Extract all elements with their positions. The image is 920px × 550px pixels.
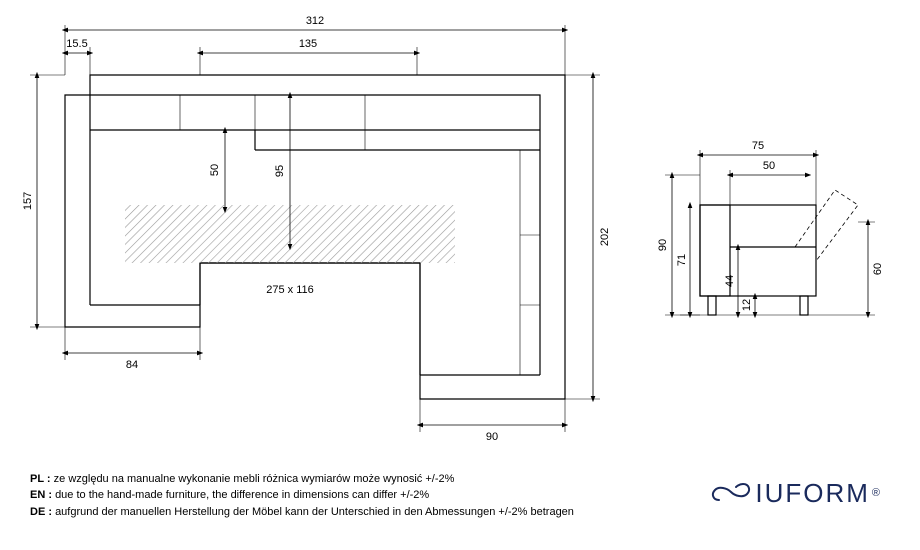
- dim-135: 135: [299, 38, 317, 50]
- dim-84: 84: [126, 359, 138, 371]
- dim-95: 95: [274, 165, 286, 177]
- en-label: EN :: [30, 489, 52, 501]
- dim-60: 60: [872, 263, 884, 275]
- brand-logo: IUFORM ®: [709, 476, 880, 510]
- dim-90: 90: [486, 431, 498, 443]
- footer-notes: PL : ze względu na manualne wykonanie me…: [30, 471, 574, 521]
- dim-71: 71: [676, 254, 688, 266]
- logo-text: IUFORM: [755, 478, 870, 509]
- dim-157: 157: [22, 192, 34, 210]
- dim-312: 312: [306, 15, 324, 27]
- dim-90s: 90: [657, 239, 669, 251]
- plan-view: 275 x 116 312 135 15.5 157 202 84: [22, 15, 611, 443]
- dim-50: 50: [209, 164, 221, 176]
- dim-44: 44: [724, 275, 736, 287]
- dim-75: 75: [752, 140, 764, 152]
- dim-202: 202: [599, 228, 611, 246]
- sleep-area-label: 275 x 116: [266, 284, 314, 296]
- dim-12: 12: [741, 299, 753, 311]
- pl-label: PL :: [30, 473, 51, 485]
- de-label: DE :: [30, 506, 52, 518]
- side-view: 75 50 90 71 44 12 60: [657, 140, 884, 315]
- dim-50s: 50: [763, 160, 775, 172]
- drawing-canvas: 275 x 116 312 135 15.5 157 202 84: [0, 0, 920, 470]
- pl-text: ze względu na manualne wykonanie mebli r…: [54, 473, 455, 485]
- logo-mark-icon: [709, 476, 755, 510]
- de-text: aufgrund der manuellen Herstellung der M…: [55, 506, 574, 518]
- dim-15p5: 15.5: [66, 38, 87, 50]
- logo-registered: ®: [872, 487, 880, 499]
- en-text: due to the hand-made furniture, the diff…: [55, 489, 429, 501]
